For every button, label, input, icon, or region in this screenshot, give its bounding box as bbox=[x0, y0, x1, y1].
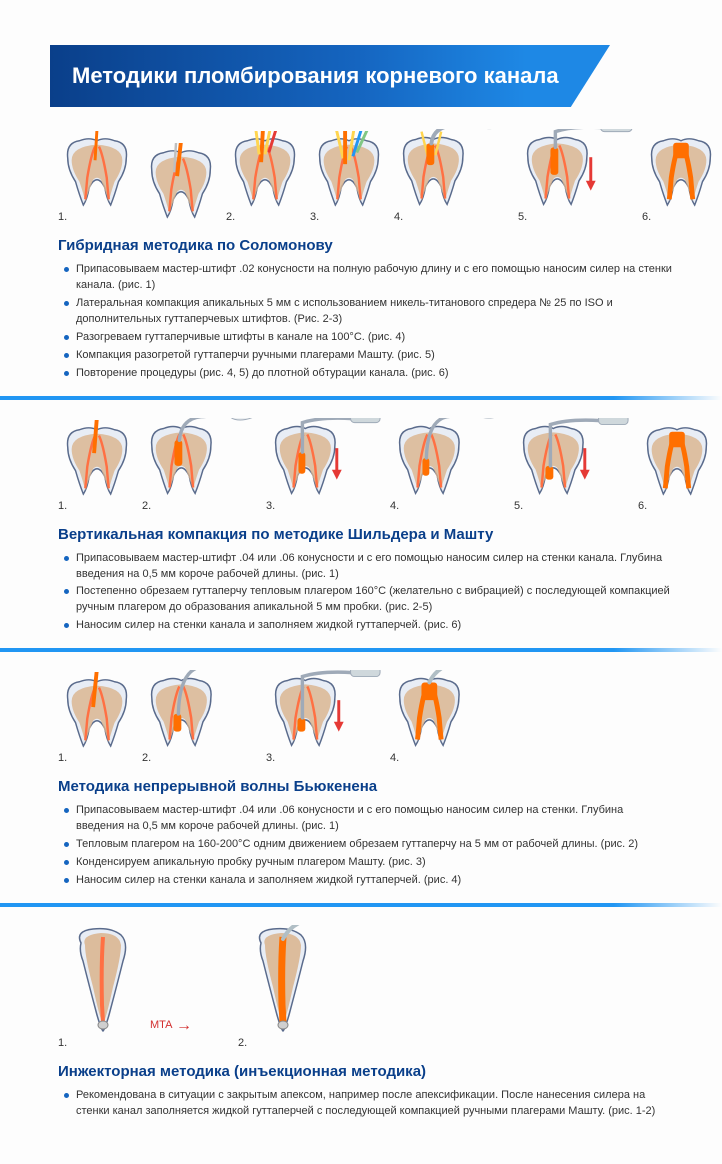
step-item: Конденсируем апикальную пробку ручным пл… bbox=[62, 855, 672, 871]
step-item: Компакция разогретой гуттаперчи ручными … bbox=[62, 348, 672, 364]
tooth-label: 2. bbox=[142, 500, 151, 512]
tooth-cell: 4. bbox=[390, 670, 508, 764]
tooth-icon bbox=[58, 672, 136, 750]
tooth-with-plugger-icon bbox=[266, 670, 384, 750]
tooth-with-plugger-icon bbox=[518, 129, 636, 209]
step-item: Тепловым плагером на 160-200°С одним дви… bbox=[62, 837, 672, 853]
tooth-label: 5. bbox=[518, 211, 527, 223]
tooth-label: 5. bbox=[514, 500, 523, 512]
page: Методики пломбирования корневого канала … bbox=[0, 45, 722, 1120]
tooth-with-plugger-icon bbox=[266, 418, 384, 498]
tooth-cell: 4. bbox=[394, 129, 512, 223]
section-solomon: 1. bbox=[58, 125, 672, 382]
tooth-cell: 2. bbox=[142, 670, 260, 764]
divider bbox=[0, 903, 722, 907]
tooth-icon bbox=[58, 420, 136, 498]
tooth-label: 2. bbox=[238, 1037, 247, 1049]
tooth-cell: 2. bbox=[226, 131, 304, 223]
tooth-with-plugger-icon bbox=[514, 418, 632, 498]
tooth-icon bbox=[642, 131, 720, 209]
tooth-label: 2. bbox=[226, 211, 235, 223]
divider bbox=[0, 396, 722, 400]
tooth-label: 1. bbox=[58, 1037, 67, 1049]
tooth-with-tool-icon bbox=[394, 129, 512, 209]
step-item: Припасовываем мастер-штифт .04 или .06 к… bbox=[62, 803, 672, 835]
tooth-with-tool-icon bbox=[142, 418, 260, 498]
tooth-cell: 2. bbox=[238, 925, 388, 1049]
section-title: Методика непрерывной волны Бьюкенена bbox=[58, 778, 672, 795]
tooth-row-schilder: 1. 2. bbox=[58, 414, 672, 518]
single-root-with-injector-icon bbox=[238, 925, 388, 1035]
steps-list: Припасовываем мастер-штифт .04 или .06 к… bbox=[58, 551, 672, 635]
arrow-right-icon: → bbox=[176, 1017, 192, 1035]
tooth-label: 4. bbox=[394, 211, 403, 223]
tooth-icon bbox=[310, 131, 388, 209]
tooth-cell: 4. bbox=[390, 418, 508, 512]
step-item: Латеральная компакция апикальных 5 мм с … bbox=[62, 296, 672, 328]
step-item: Постепенно обрезаем гуттаперчу тепловым … bbox=[62, 584, 672, 616]
step-item: Повторение процедуры (рис. 4, 5) до плот… bbox=[62, 366, 672, 382]
tooth-label: 2. bbox=[142, 752, 151, 764]
divider bbox=[0, 648, 722, 652]
tooth-cell: 3. bbox=[266, 670, 384, 764]
tooth-label: 4. bbox=[390, 752, 399, 764]
tooth-cell: 5. bbox=[518, 129, 636, 223]
steps-list: Припасовываем мастер-штифт .04 или .06 к… bbox=[58, 803, 672, 889]
tooth-cell: 5. bbox=[514, 418, 632, 512]
tooth-label: 1. bbox=[58, 211, 67, 223]
tooth-with-tool-icon bbox=[390, 418, 508, 498]
tooth-label: 3. bbox=[266, 500, 275, 512]
tooth-label: 4. bbox=[390, 500, 399, 512]
tooth-icon bbox=[142, 143, 220, 221]
section-title: Гибридная методика по Соломонову bbox=[58, 237, 672, 254]
tooth-label: 1. bbox=[58, 500, 67, 512]
tooth-icon bbox=[58, 131, 136, 209]
tooth-cell: 1. MTA → bbox=[58, 925, 148, 1049]
tooth-cell: 2. bbox=[142, 418, 260, 512]
page-title-banner: Методики пломбирования корневого канала bbox=[50, 45, 610, 107]
tooth-cell: 1. bbox=[58, 672, 136, 764]
tooth-cell: 3. bbox=[266, 418, 384, 512]
step-item: Рекомендована в ситуации с закрытым апек… bbox=[62, 1088, 672, 1120]
tooth-with-injector-icon bbox=[390, 670, 508, 750]
tooth-label: 3. bbox=[310, 211, 319, 223]
tooth-label: 6. bbox=[642, 211, 651, 223]
tooth-cell: 6. bbox=[638, 420, 716, 512]
tooth-cell: 3. bbox=[310, 131, 388, 223]
tooth-label: 6. bbox=[638, 500, 647, 512]
page-title: Методики пломбирования корневого канала bbox=[72, 63, 559, 88]
step-item: Разогреваем гуттаперчивые штифты в канал… bbox=[62, 330, 672, 346]
step-item: Припасовываем мастер-штифт .02 конусност… bbox=[62, 262, 672, 294]
tooth-with-tool-icon bbox=[142, 670, 260, 750]
tooth-label: 1. bbox=[58, 752, 67, 764]
section-buchanan: 1. 2. bbox=[58, 666, 672, 889]
tooth-cell: 1. bbox=[58, 420, 136, 512]
tooth-cell: 1. bbox=[58, 131, 136, 223]
single-root-tooth-icon bbox=[58, 925, 148, 1035]
mta-label: MTA bbox=[150, 1019, 172, 1031]
tooth-cell bbox=[142, 143, 220, 223]
step-item: Припасовываем мастер-штифт .04 или .06 к… bbox=[62, 551, 672, 583]
tooth-cell: 6. bbox=[642, 131, 720, 223]
step-item: Наносим силер на стенки канала и заполня… bbox=[62, 618, 672, 634]
section-injector: 1. MTA → 2. Инжекторная методика (инъекц… bbox=[58, 921, 672, 1120]
tooth-icon bbox=[638, 420, 716, 498]
tooth-icon bbox=[226, 131, 304, 209]
steps-list: Припасовываем мастер-штифт .02 конусност… bbox=[58, 262, 672, 382]
step-item: Наносим силер на стенки канала и заполня… bbox=[62, 873, 672, 889]
section-title: Инжекторная методика (инъекционная метод… bbox=[58, 1063, 672, 1080]
steps-list: Рекомендована в ситуации с закрытым апек… bbox=[58, 1088, 672, 1120]
section-title: Вертикальная компакция по методике Шильд… bbox=[58, 526, 672, 543]
tooth-row-solomon: 1. bbox=[58, 125, 672, 229]
tooth-row-buchanan: 1. 2. bbox=[58, 666, 672, 770]
tooth-label: 3. bbox=[266, 752, 275, 764]
section-schilder: 1. 2. bbox=[58, 414, 672, 635]
